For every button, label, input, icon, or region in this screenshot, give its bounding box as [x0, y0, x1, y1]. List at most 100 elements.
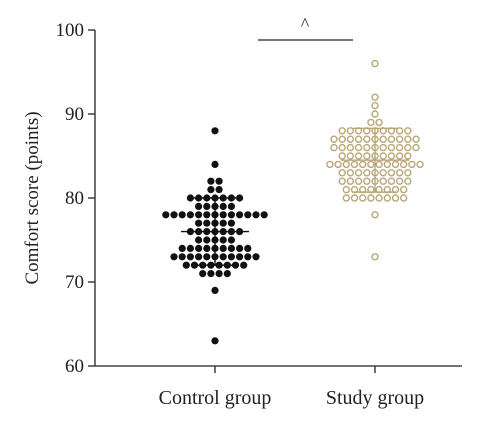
data-point [371, 59, 379, 68]
data-point [404, 135, 412, 143]
data-point [244, 253, 252, 261]
data-point [346, 152, 355, 160]
data-point [211, 286, 219, 294]
data-point [354, 152, 363, 160]
data-point [219, 244, 227, 252]
data-point [244, 211, 252, 219]
data-point [338, 143, 346, 152]
data-point [227, 253, 235, 261]
data-point [354, 177, 363, 185]
data-point [260, 211, 268, 219]
data-point [387, 169, 396, 177]
mean-sd-bars [181, 127, 409, 266]
data-point [379, 143, 387, 152]
data-point [408, 160, 416, 169]
data-point [400, 185, 408, 194]
data-point [227, 244, 235, 252]
significance-annotation: ^ [258, 14, 353, 41]
data-marks [162, 59, 424, 345]
data-point [395, 177, 404, 185]
data-point [227, 202, 235, 210]
data-point [236, 244, 244, 252]
data-point [391, 194, 400, 202]
data-point [178, 253, 186, 261]
data-point [195, 211, 203, 219]
data-point [400, 160, 408, 169]
data-point [211, 160, 219, 168]
data-point [186, 244, 194, 252]
data-point [215, 177, 223, 185]
data-point [354, 169, 363, 177]
data-point [363, 143, 371, 152]
data-point [363, 152, 371, 160]
data-point [359, 194, 367, 202]
data-point [203, 202, 211, 210]
data-point [195, 202, 203, 210]
data-point [412, 143, 420, 152]
data-point [227, 211, 235, 219]
data-point [404, 177, 412, 185]
data-point [363, 135, 371, 143]
data-point [404, 169, 412, 177]
data-point [371, 110, 379, 118]
data-point [375, 160, 383, 169]
data-point [379, 177, 387, 185]
data-point [236, 194, 244, 202]
data-point [215, 270, 223, 278]
x-category-label: Control group [159, 387, 272, 409]
data-point [207, 177, 215, 185]
data-point [387, 152, 396, 160]
data-point [338, 135, 346, 143]
data-point [195, 236, 203, 244]
y-tick-label: 60 [65, 356, 84, 377]
data-point [371, 93, 379, 101]
data-point [330, 143, 338, 152]
data-point [395, 152, 404, 160]
data-point [252, 211, 260, 219]
data-point [162, 211, 170, 219]
data-point [379, 169, 387, 177]
data-point [338, 169, 346, 177]
data-point [346, 143, 355, 152]
data-point [244, 244, 252, 252]
data-point [395, 143, 404, 152]
data-point [404, 152, 412, 160]
data-point [346, 177, 355, 185]
data-point [346, 135, 355, 143]
data-point [227, 236, 235, 244]
data-point [391, 160, 400, 169]
data-point [363, 177, 371, 185]
data-point [354, 135, 363, 143]
data-point [395, 127, 404, 135]
data-point [367, 194, 375, 202]
data-point [379, 152, 387, 160]
data-point [395, 135, 404, 143]
data-point [326, 160, 334, 169]
data-point [387, 135, 396, 143]
data-point [395, 169, 404, 177]
data-point [195, 253, 203, 261]
data-point [387, 143, 396, 152]
data-point [350, 194, 359, 202]
y-tick-label: 80 [65, 188, 84, 209]
data-point [203, 236, 211, 244]
data-point [178, 211, 186, 219]
axes: 60 70 80 90 100 Control group Study group [56, 20, 462, 409]
data-point [203, 211, 211, 219]
data-point [203, 244, 211, 252]
data-point [371, 211, 379, 219]
data-point [400, 194, 408, 202]
data-point [375, 118, 383, 127]
data-point [342, 185, 350, 194]
data-point [359, 160, 367, 169]
data-point [219, 202, 227, 210]
data-point [182, 261, 190, 269]
significance-mark: ^ [301, 14, 310, 34]
data-point [338, 127, 346, 135]
data-point [416, 160, 424, 169]
data-point [240, 261, 248, 269]
data-point [334, 160, 342, 169]
data-point [404, 143, 412, 152]
